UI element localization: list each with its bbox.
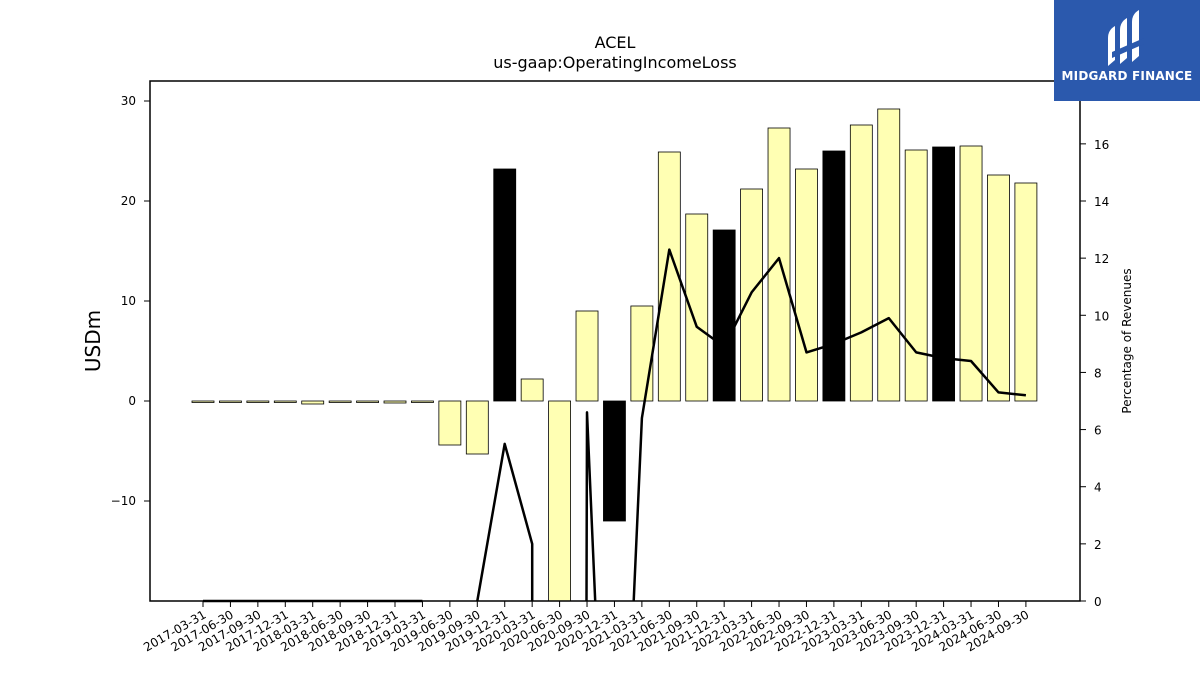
bar-2022-06-30	[767, 127, 791, 402]
y2-tick-label: 12	[1094, 252, 1109, 266]
bar-2018-12-31	[383, 400, 407, 404]
y2-tick-label: 8	[1094, 366, 1102, 380]
y-tick-label: 20	[121, 194, 136, 208]
y-axis-right: 0 2 4 6 8 10 12 14 16	[1080, 138, 1109, 609]
bar-2024-03-31	[959, 145, 983, 402]
bar-2023-12-31	[932, 146, 956, 402]
bar-2017-06-30	[219, 400, 242, 403]
bar-2024-09-30	[1014, 182, 1038, 402]
line-segment-2	[585, 411, 597, 602]
brand-logo: MIDGARD FINANCE	[1054, 0, 1200, 101]
y-axis-left: −10 0 10 20 30	[111, 94, 150, 508]
brand-name: MIDGARD FINANCE	[1061, 69, 1193, 83]
bar-2019-03-31	[411, 400, 434, 403]
bar-2018-06-30	[328, 400, 352, 403]
bar-2023-06-30	[877, 108, 901, 402]
y2-tick-label: 10	[1094, 309, 1109, 323]
y2-tick-label: 2	[1094, 538, 1102, 552]
bar-2018-09-30	[356, 400, 379, 403]
bar-2017-12-31	[273, 400, 297, 403]
bar-2021-06-30	[657, 151, 681, 402]
bar-2023-09-30	[904, 149, 928, 402]
bar-2022-12-31	[822, 150, 846, 402]
bar-2020-06-30	[548, 400, 571, 602]
y2-tick-label: 0	[1094, 595, 1102, 609]
bar-2024-06-30	[987, 174, 1010, 402]
bar-2022-09-30	[795, 168, 818, 402]
chart-subtitle: us-gaap:OperatingIncomeLoss	[493, 53, 737, 72]
bar-2017-03-31	[191, 400, 215, 403]
line-segment-1	[476, 442, 534, 602]
y2-tick-label: 6	[1094, 424, 1102, 438]
y2-tick-label: 14	[1094, 195, 1109, 209]
bar-2020-12-31	[603, 400, 626, 522]
bar-series	[191, 108, 1038, 602]
bar-2021-09-30	[685, 213, 709, 402]
y-tick-label: 0	[128, 394, 136, 408]
y-tick-label: 30	[121, 94, 136, 108]
chart-title: ACEL	[595, 33, 636, 52]
bar-2023-03-31	[849, 124, 873, 402]
y-tick-label: −10	[111, 494, 136, 508]
bar-2017-09-30	[246, 400, 270, 403]
bar-2019-12-31	[493, 168, 517, 402]
bar-2021-03-31	[630, 305, 654, 402]
y-axis-label: USDm	[81, 310, 105, 372]
bar-2020-09-30	[575, 310, 599, 402]
bar-2021-12-31	[712, 229, 736, 402]
line-segment-3	[632, 248, 1027, 602]
y2-tick-label: 16	[1094, 138, 1109, 152]
bar-2019-09-30	[465, 400, 489, 455]
plot-frame	[149, 80, 1081, 602]
y2-axis-label: Percentage of Revenues	[1120, 268, 1134, 413]
bar-2019-06-30	[438, 400, 462, 446]
x-axis: 2017-03-312017-06-302017-09-302017-12-31…	[141, 601, 1031, 654]
bar-2018-03-31	[301, 400, 325, 405]
y2-tick-label: 4	[1094, 481, 1102, 495]
y-tick-label: 10	[121, 294, 136, 308]
midgard-logo-icon	[1108, 10, 1144, 66]
bar-2020-03-31	[520, 378, 544, 402]
